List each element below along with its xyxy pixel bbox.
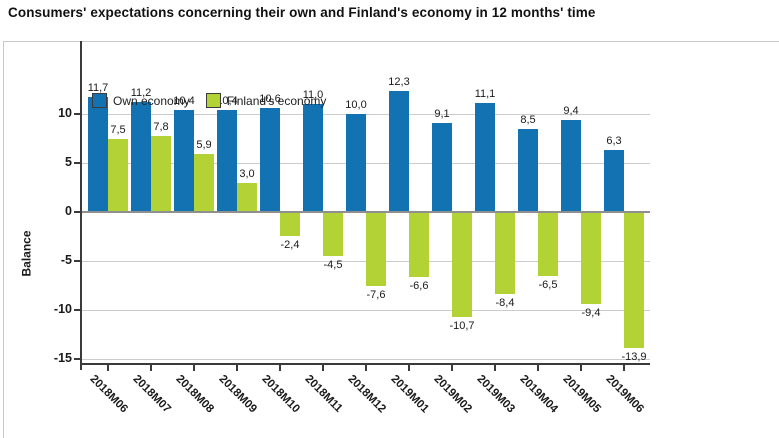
finlands-economy-swatch-icon	[205, 93, 221, 108]
gridline	[82, 309, 650, 311]
bar-value-label: 9,1	[434, 107, 450, 120]
legend-label-finlands-economy: Finland's economy	[226, 93, 327, 108]
x-axis-tick	[494, 365, 496, 371]
finlands-economy-bar	[108, 138, 128, 212]
own-economy-bar	[389, 91, 409, 212]
own-economy-bar	[88, 97, 108, 212]
y-axis-tick	[74, 260, 81, 262]
bar-value-label: 8,5	[520, 113, 536, 126]
x-axis-tick	[623, 365, 625, 371]
bar-value-label: 11,0	[302, 89, 324, 102]
legend-item-finlands-economy: Finland's economy	[205, 93, 327, 108]
bar-value-label: -7,6	[366, 289, 386, 302]
own-economy-bar	[518, 128, 538, 212]
legend: Own economy Finland's economy	[92, 93, 326, 108]
bar-value-label: 3,0	[239, 167, 255, 180]
x-axis-tick	[236, 365, 238, 371]
finlands-economy-bar	[280, 212, 300, 236]
zero-gridline	[82, 211, 650, 213]
finlands-economy-bar	[452, 212, 472, 317]
x-axis-tick	[365, 365, 367, 371]
finlands-economy-bar	[237, 182, 257, 212]
y-tick-label: 0	[65, 204, 72, 218]
y-tick-label: -10	[53, 302, 72, 316]
bar-value-label: 11,7	[87, 82, 109, 95]
y-tick-label: 5	[65, 155, 72, 169]
own-economy-bar	[174, 110, 194, 212]
x-axis-tick	[107, 365, 109, 371]
own-economy-bar	[217, 110, 237, 212]
bar-value-label: 10,0	[345, 99, 367, 111]
bar-value-label: 6,3	[606, 135, 622, 148]
y-axis-tick	[74, 211, 81, 213]
bar-value-label: 5,9	[196, 139, 212, 152]
legend-item-own-economy: Own economy	[92, 93, 190, 108]
bar-value-label: -6,5	[538, 278, 558, 291]
own-economy-bar	[131, 102, 151, 212]
finlands-economy-bar	[538, 212, 558, 276]
finlands-economy-bar	[151, 135, 171, 212]
y-tick-label: -5	[60, 253, 72, 267]
gridline	[82, 358, 650, 360]
finlands-economy-bar	[409, 212, 429, 277]
x-axis-tick	[279, 365, 281, 371]
own-economy-bar	[561, 119, 581, 212]
x-axis-line	[82, 363, 650, 365]
finlands-economy-bar	[323, 212, 343, 257]
bar-value-label: 9,4	[563, 104, 579, 117]
own-economy-bar	[475, 103, 495, 212]
y-axis-tick	[74, 309, 81, 311]
finlands-economy-bar	[624, 212, 644, 349]
x-axis-tick	[408, 365, 410, 371]
bar-value-label: -9,4	[581, 307, 601, 320]
own-economy-swatch-icon	[92, 93, 107, 108]
own-economy-bar	[260, 108, 280, 212]
y-axis-tick	[74, 113, 81, 115]
chart-title: Consumers' expectations concerning their…	[8, 5, 596, 20]
y-tick-label: 10	[58, 106, 72, 120]
x-axis-tick	[193, 365, 195, 371]
bar-value-label: -10,7	[449, 319, 475, 332]
y-tick-label: -15	[53, 351, 72, 365]
bar-value-label: -13,9	[621, 351, 647, 364]
own-economy-bar	[432, 122, 452, 212]
y-axis-line	[80, 41, 82, 370]
finlands-economy-bar	[495, 212, 515, 295]
bar-value-label: -4,5	[323, 259, 343, 272]
bar-value-label: 10,4	[216, 95, 238, 108]
bar-value-label: -8,4	[495, 297, 515, 310]
finlands-economy-bar	[194, 154, 214, 212]
x-axis-tick	[322, 365, 324, 371]
bar-value-label: 11,2	[130, 87, 152, 100]
bar-value-label: -6,6	[409, 279, 429, 292]
bar-value-label: 7,8	[153, 120, 169, 133]
x-axis-tick	[537, 365, 539, 371]
legend-label-own-economy: Own economy	[113, 93, 190, 108]
gridline	[82, 162, 650, 164]
own-economy-bar	[604, 150, 624, 212]
finlands-economy-bar	[366, 212, 386, 287]
bar-value-label: 10,6	[259, 93, 281, 106]
bar-value-label: 11,1	[474, 88, 496, 101]
x-axis-tick	[150, 365, 152, 371]
bar-value-label: 12,3	[388, 76, 410, 89]
x-axis-tick	[580, 365, 582, 371]
bar-value-label: -2,4	[280, 238, 300, 251]
y-axis-tick	[74, 162, 81, 164]
bar-value-label: 7,5	[110, 123, 126, 136]
bar-value-label: 10,4	[173, 95, 195, 108]
own-economy-bar	[346, 114, 366, 212]
finlands-economy-bar	[581, 212, 601, 305]
gridline	[82, 113, 650, 115]
x-axis-tick	[451, 365, 453, 371]
plot-area: 11,7 7,5 11,2 7,8 10,4 5,9 10,4 3,0 10,6 -2,4 11,0…	[82, 45, 650, 363]
y-axis-title: Balance	[19, 230, 34, 277]
y-axis-tick	[74, 358, 81, 360]
own-economy-bar	[303, 104, 323, 212]
